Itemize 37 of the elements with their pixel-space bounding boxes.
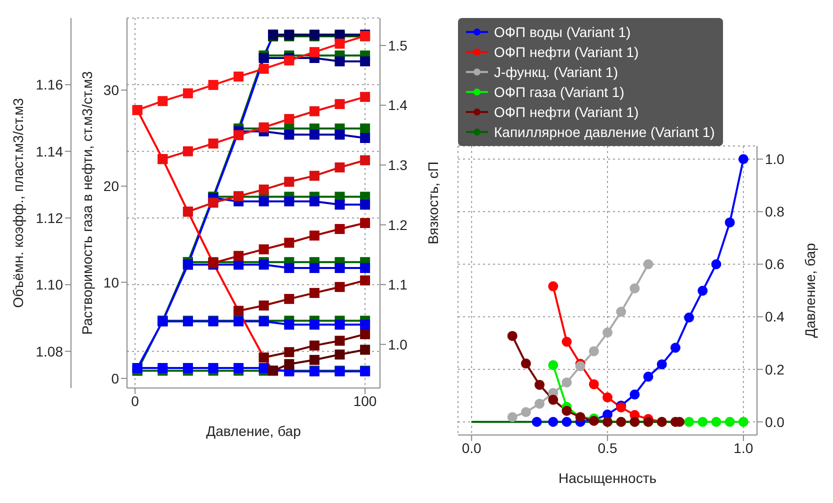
x-tick-label: 0.0 <box>462 440 482 456</box>
y-tick-label: 1.12 <box>36 210 64 226</box>
legend-label: Капиллярное давление (Variant 1) <box>494 123 715 142</box>
y3-axis-title: Вязкость, сП <box>424 162 441 244</box>
legend-label: ОФП газа (Variant 1) <box>494 83 624 102</box>
y-tick-label: 1.0 <box>765 151 785 168</box>
y2-tick-label: 30 <box>103 82 120 98</box>
y-axis-title: Объёмн. коэфф., пласт.м3/ст.м3 <box>10 98 26 308</box>
y-tick-label: 1.10 <box>36 276 64 293</box>
x-tick-label: 100 <box>353 392 377 409</box>
y3-tick-label: 1.3 <box>388 157 408 174</box>
y-tick-label: 1.08 <box>36 343 64 360</box>
x-tick-label: 1.0 <box>734 440 754 456</box>
x-axis-title: Насыщенность <box>558 470 657 486</box>
y3-tick-label: 1.4 <box>388 97 408 114</box>
y-tick-label: 0.6 <box>765 256 785 272</box>
y2-tick-label: 10 <box>103 274 120 290</box>
y-tick-label: 0.2 <box>765 361 785 378</box>
y2-tick-label: 20 <box>103 178 120 194</box>
y2-axis-title: Растворимость газа в нефти, ст.м3/ст.м3 <box>78 71 95 335</box>
y2-tick-label: 0 <box>111 370 120 386</box>
y-tick-label: 0.0 <box>765 414 785 430</box>
y3-tick-label: 1.5 <box>388 37 408 54</box>
x-axis-title: Давление, бар <box>206 423 302 439</box>
legend-label: J-функц. (Variant 1) <box>494 63 618 82</box>
y-tick-label: 0.8 <box>765 204 785 220</box>
x-tick-label: 0.5 <box>598 440 618 456</box>
y-tick-label: 0.4 <box>765 308 785 325</box>
legend-label: ОФП нефти (Variant 1) <box>494 43 639 62</box>
legend-label: ОФП воды (Variant 1) <box>494 23 631 42</box>
y-axis-title: Давление, бар <box>802 242 818 338</box>
y3-tick-label: 1.2 <box>388 216 408 233</box>
y-tick-label: 1.14 <box>36 143 64 160</box>
legend-label: ОФП нефти (Variant 1) <box>494 103 639 122</box>
y-tick-label: 1.16 <box>36 76 64 93</box>
y3-tick-label: 1.1 <box>388 276 408 293</box>
y3-tick-label: 1.0 <box>388 336 408 352</box>
